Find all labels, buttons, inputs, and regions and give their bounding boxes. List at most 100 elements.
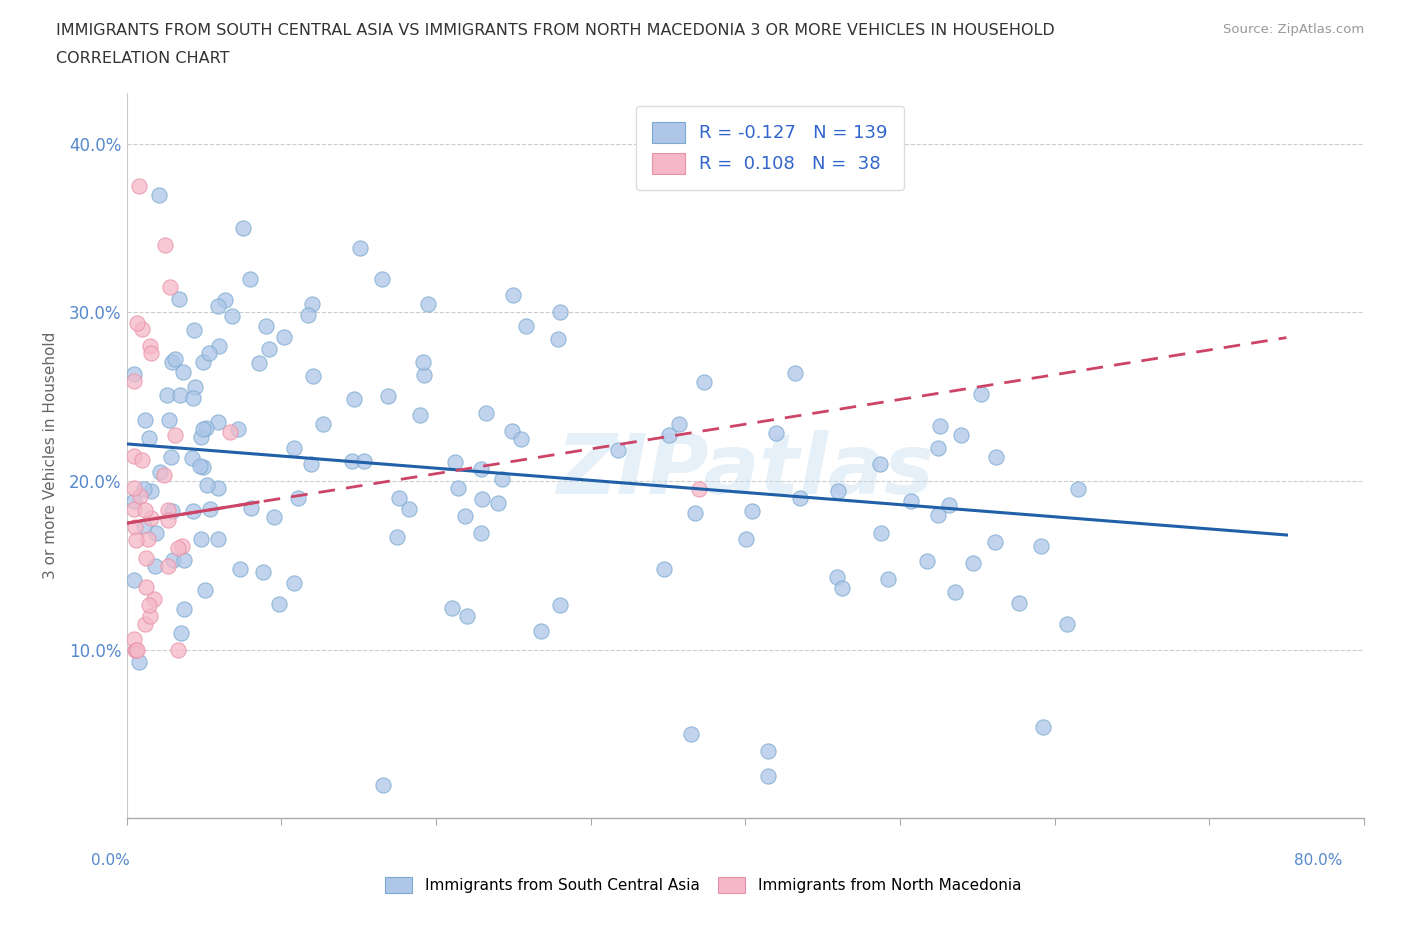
Point: [153, 237, 177, 252]
Point: [181, 391, 204, 405]
Point: [191, 422, 214, 437]
Point: [152, 467, 174, 482]
Point: [229, 562, 252, 577]
Point: [148, 187, 170, 202]
Point: [302, 369, 325, 384]
Point: [299, 457, 322, 472]
Point: [827, 569, 849, 584]
Point: [169, 625, 191, 640]
Point: [962, 555, 984, 570]
Point: [156, 512, 179, 527]
Point: [1031, 538, 1053, 553]
Text: 0.0%: 0.0%: [91, 853, 131, 868]
Point: [125, 643, 148, 658]
Point: [191, 354, 214, 369]
Point: [131, 322, 153, 337]
Point: [139, 511, 162, 525]
Point: [190, 531, 212, 546]
Point: [145, 525, 167, 540]
Point: [548, 305, 571, 320]
Point: [1032, 719, 1054, 734]
Point: [124, 374, 146, 389]
Point: [124, 449, 146, 464]
Point: [454, 509, 477, 524]
Point: [124, 481, 146, 496]
Point: [194, 420, 217, 435]
Point: [162, 552, 184, 567]
Point: [938, 498, 960, 512]
Point: [183, 322, 205, 337]
Point: [149, 465, 172, 480]
Point: [165, 352, 187, 366]
Point: [470, 461, 492, 476]
Point: [134, 519, 156, 534]
Point: [984, 449, 1007, 464]
Point: [247, 356, 270, 371]
Point: [491, 472, 513, 486]
Point: [141, 484, 163, 498]
Point: [471, 491, 494, 506]
Point: [169, 387, 191, 402]
Point: [413, 367, 436, 382]
Point: [125, 533, 148, 548]
Point: [688, 482, 710, 497]
Point: [343, 392, 366, 406]
Point: [143, 559, 166, 574]
Point: [172, 365, 194, 379]
Point: [240, 500, 263, 515]
Point: [231, 220, 253, 235]
Point: [207, 532, 229, 547]
Point: [207, 481, 229, 496]
Point: [548, 598, 571, 613]
Point: [129, 489, 152, 504]
Point: [486, 496, 509, 511]
Point: [214, 293, 236, 308]
Point: [134, 413, 156, 428]
Point: [162, 504, 184, 519]
Point: [252, 565, 274, 579]
Point: [167, 291, 190, 306]
Point: [165, 428, 187, 443]
Point: [207, 415, 229, 430]
Point: [195, 478, 218, 493]
Point: [283, 440, 305, 455]
Point: [693, 375, 716, 390]
Point: [190, 430, 212, 445]
Point: [124, 631, 146, 646]
Point: [470, 525, 492, 540]
Point: [765, 426, 787, 441]
Point: [208, 339, 231, 353]
Point: [287, 490, 309, 505]
Point: [1066, 482, 1088, 497]
Point: [443, 455, 465, 470]
Point: [155, 388, 177, 403]
Point: [138, 431, 160, 445]
Point: [869, 457, 891, 472]
Point: [263, 510, 285, 525]
Point: [166, 540, 188, 555]
Point: [173, 552, 195, 567]
Point: [870, 525, 893, 540]
Point: [124, 494, 146, 509]
Point: [668, 417, 690, 432]
Point: [257, 342, 280, 357]
Point: [124, 501, 146, 516]
Point: [683, 506, 706, 521]
Point: [474, 405, 496, 420]
Point: [170, 538, 193, 553]
Point: [128, 655, 150, 670]
Point: [353, 454, 375, 469]
Point: [377, 389, 399, 404]
Point: [128, 179, 150, 193]
Point: [398, 502, 420, 517]
Point: [131, 452, 153, 467]
Point: [181, 450, 204, 465]
Point: [1008, 595, 1031, 610]
Point: [239, 272, 262, 286]
Text: IMMIGRANTS FROM SOUTH CENTRAL ASIA VS IMMIGRANTS FROM NORTH MACEDONIA 3 OR MORE : IMMIGRANTS FROM SOUTH CENTRAL ASIA VS IM…: [56, 23, 1054, 38]
Text: ZIPatlas: ZIPatlas: [557, 430, 934, 511]
Point: [440, 601, 463, 616]
Point: [132, 481, 155, 496]
Point: [945, 585, 967, 600]
Point: [138, 339, 160, 353]
